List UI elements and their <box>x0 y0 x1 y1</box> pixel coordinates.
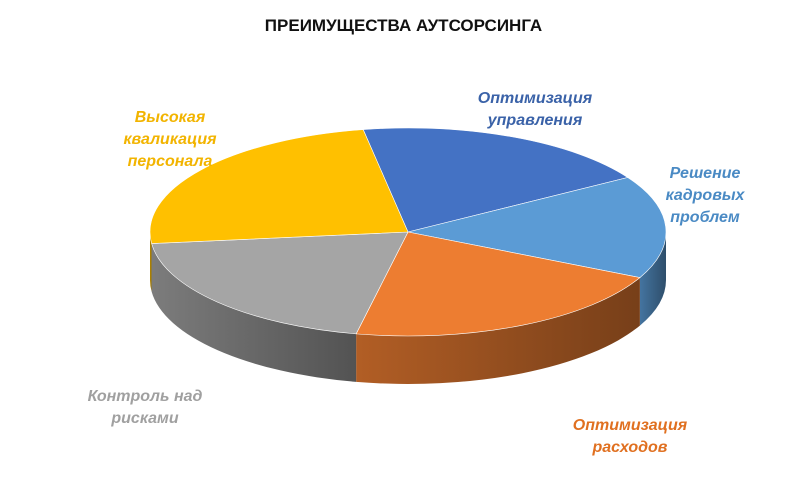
slice <box>151 231 409 335</box>
slice <box>355 231 641 337</box>
slice-label: Оптимизация расходов <box>572 417 688 456</box>
slice-label: Высокая кваликация персонала <box>123 109 217 170</box>
chart-title: ПРЕИМУЩЕСТВА АУТСОРСИНГА <box>264 16 543 35</box>
slice <box>362 127 629 233</box>
slice-label: Решение кадровых проблем <box>665 165 745 226</box>
slice-label: Контроль над рисками <box>87 388 203 427</box>
slice <box>407 177 667 278</box>
slice-side <box>150 232 152 292</box>
slice-label: Оптимизация управления <box>477 90 593 129</box>
slice-side <box>356 277 640 384</box>
slice <box>149 129 409 244</box>
slice-side <box>151 243 357 382</box>
